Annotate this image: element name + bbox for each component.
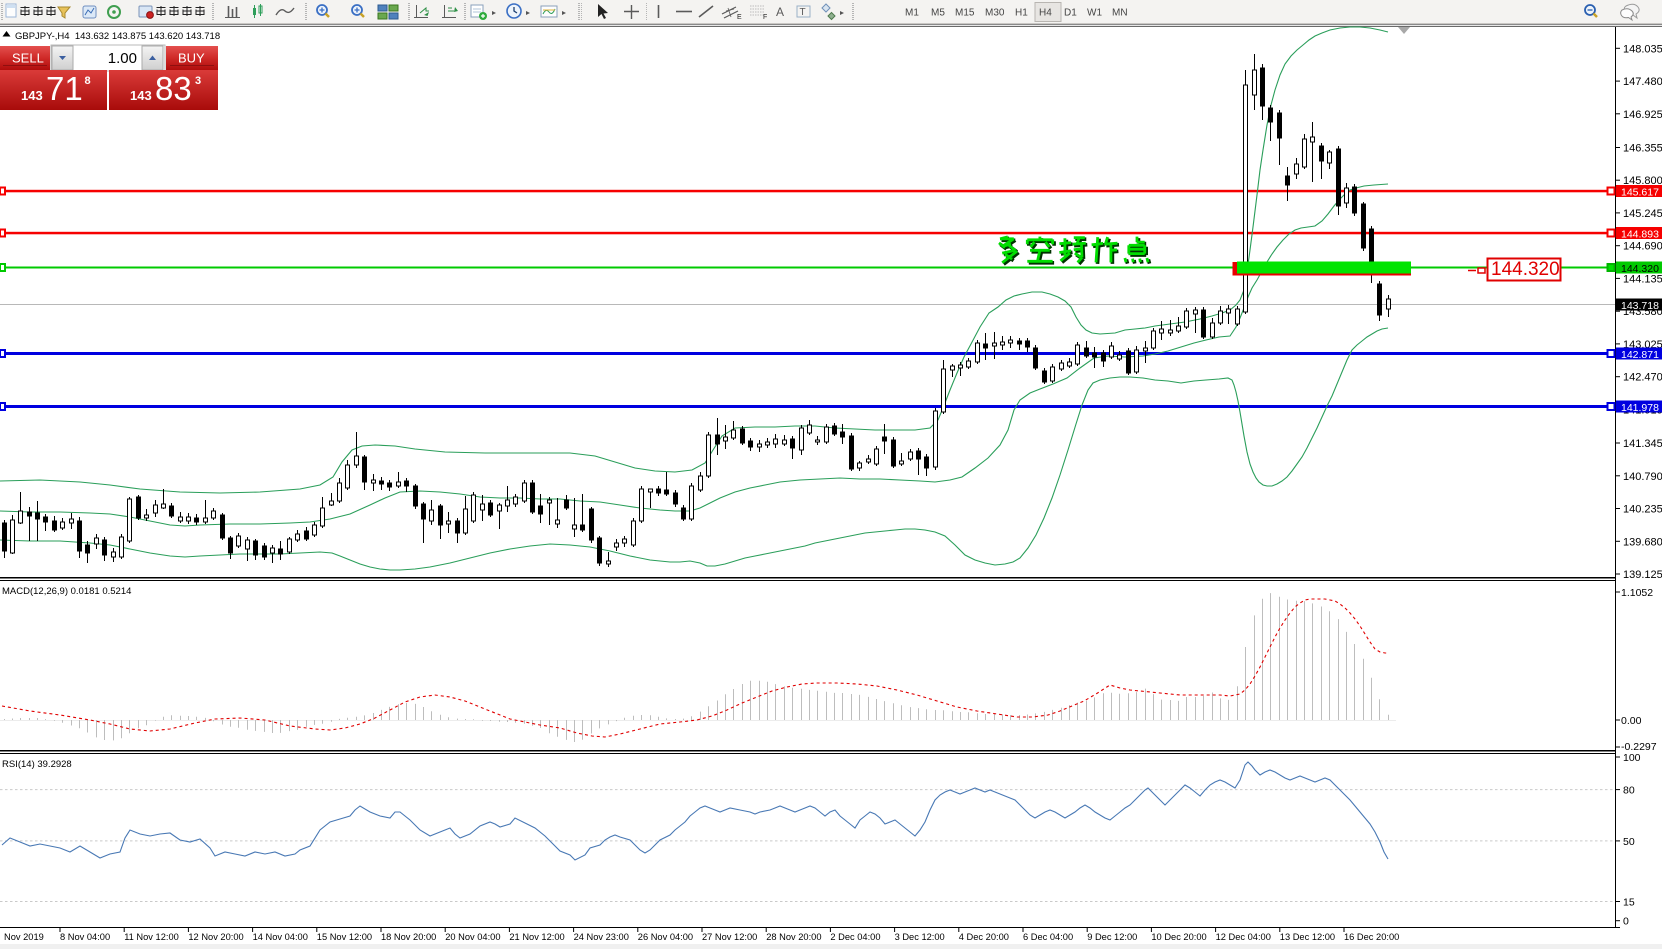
svg-text:144.893: 144.893 xyxy=(1621,229,1659,241)
svg-text:142.871: 142.871 xyxy=(1621,349,1659,361)
svg-text:F: F xyxy=(763,14,767,21)
svg-text:13 Dec 12:00: 13 Dec 12:00 xyxy=(1280,932,1335,942)
svg-text:12 Dec 04:00: 12 Dec 04:00 xyxy=(1216,932,1271,942)
svg-text:143: 143 xyxy=(130,88,152,103)
svg-text:8 Nov 04:00: 8 Nov 04:00 xyxy=(60,932,110,942)
svg-text:14 Nov 04:00: 14 Nov 04:00 xyxy=(253,932,308,942)
svg-text:SELL: SELL xyxy=(12,51,44,66)
svg-text:144.690: 144.690 xyxy=(1623,241,1662,253)
svg-text:24 Nov 23:00: 24 Nov 23:00 xyxy=(574,932,629,942)
svg-text:145.617: 145.617 xyxy=(1621,187,1659,199)
svg-text:145.800: 145.800 xyxy=(1623,175,1662,187)
svg-text:15 Nov 12:00: 15 Nov 12:00 xyxy=(317,932,372,942)
svg-text:26 Nov 04:00: 26 Nov 04:00 xyxy=(638,932,693,942)
svg-text:18 Nov 20:00: 18 Nov 20:00 xyxy=(381,932,436,942)
svg-text:147.480: 147.480 xyxy=(1623,76,1662,88)
svg-text:MACD(12,26,9) 0.0181 0.5214: MACD(12,26,9) 0.0181 0.5214 xyxy=(2,586,131,597)
svg-text:BUY: BUY xyxy=(178,51,205,66)
svg-text:M1: M1 xyxy=(905,8,919,19)
svg-text:Nov 2019: Nov 2019 xyxy=(4,932,44,942)
svg-text:1.1052: 1.1052 xyxy=(1621,587,1653,599)
svg-text:139.125: 139.125 xyxy=(1623,569,1662,581)
svg-text:140.790: 140.790 xyxy=(1623,471,1662,483)
svg-text:4 Dec 20:00: 4 Dec 20:00 xyxy=(959,932,1009,942)
svg-text:144.320: 144.320 xyxy=(1491,259,1560,280)
svg-text:140.235: 140.235 xyxy=(1623,504,1662,516)
svg-text:12 Nov 20:00: 12 Nov 20:00 xyxy=(188,932,243,942)
svg-text:141.978: 141.978 xyxy=(1621,402,1659,414)
svg-text:16 Dec 20:00: 16 Dec 20:00 xyxy=(1344,932,1399,942)
svg-text:139.680: 139.680 xyxy=(1623,536,1662,548)
svg-text:144.320: 144.320 xyxy=(1621,263,1659,275)
svg-text:8: 8 xyxy=(85,75,91,87)
svg-text:T: T xyxy=(800,7,806,18)
svg-text:28 Nov 20:00: 28 Nov 20:00 xyxy=(766,932,821,942)
svg-text:83: 83 xyxy=(155,70,192,107)
svg-text:146.355: 146.355 xyxy=(1623,143,1662,155)
svg-text:80: 80 xyxy=(1623,785,1635,797)
svg-text:6 Dec 04:00: 6 Dec 04:00 xyxy=(1023,932,1073,942)
svg-text:50: 50 xyxy=(1623,836,1635,848)
svg-text:10 Dec 20:00: 10 Dec 20:00 xyxy=(1151,932,1206,942)
svg-text:144.135: 144.135 xyxy=(1623,273,1662,285)
svg-text:71: 71 xyxy=(46,70,83,107)
svg-text:27 Nov 12:00: 27 Nov 12:00 xyxy=(702,932,757,942)
svg-text:M15: M15 xyxy=(955,8,975,19)
svg-text:141.345: 141.345 xyxy=(1623,438,1662,450)
svg-text:D1: D1 xyxy=(1064,8,1077,19)
svg-text:0: 0 xyxy=(1623,916,1629,928)
svg-text:M5: M5 xyxy=(931,8,945,19)
svg-text:A: A xyxy=(776,5,784,19)
svg-text:W1: W1 xyxy=(1087,8,1102,19)
svg-text:M30: M30 xyxy=(985,8,1005,19)
svg-text:3 Dec 12:00: 3 Dec 12:00 xyxy=(895,932,945,942)
svg-text:1.00: 1.00 xyxy=(108,50,137,67)
svg-text:9 Dec 12:00: 9 Dec 12:00 xyxy=(1087,932,1137,942)
svg-text:H4: H4 xyxy=(1039,8,1052,19)
svg-text:RSI(14) 39.2928: RSI(14) 39.2928 xyxy=(2,759,72,770)
svg-text:20 Nov 04:00: 20 Nov 04:00 xyxy=(445,932,500,942)
svg-text:-0.2297: -0.2297 xyxy=(1621,741,1657,753)
svg-text:MN: MN xyxy=(1112,8,1128,19)
svg-text:146.925: 146.925 xyxy=(1623,109,1662,121)
svg-text:0.00: 0.00 xyxy=(1621,715,1642,727)
svg-text:145.245: 145.245 xyxy=(1623,208,1662,220)
svg-text:148.035: 148.035 xyxy=(1623,43,1662,55)
svg-text:21 Nov 12:00: 21 Nov 12:00 xyxy=(509,932,564,942)
svg-text:2 Dec 04:00: 2 Dec 04:00 xyxy=(830,932,880,942)
svg-text:E: E xyxy=(737,14,742,21)
svg-text:H1: H1 xyxy=(1015,8,1028,19)
svg-text:15: 15 xyxy=(1623,897,1635,909)
svg-text:11 Nov 12:00: 11 Nov 12:00 xyxy=(124,932,179,942)
svg-text:3: 3 xyxy=(195,75,201,87)
svg-text:100: 100 xyxy=(1623,752,1641,764)
svg-text:143.718: 143.718 xyxy=(1621,300,1659,312)
svg-text:GBPJPY-,H4 143.632 143.875 14: GBPJPY-,H4 143.632 143.875 143.620 143.7… xyxy=(15,31,220,42)
svg-text:143: 143 xyxy=(21,88,43,103)
svg-text:142.470: 142.470 xyxy=(1623,372,1662,384)
